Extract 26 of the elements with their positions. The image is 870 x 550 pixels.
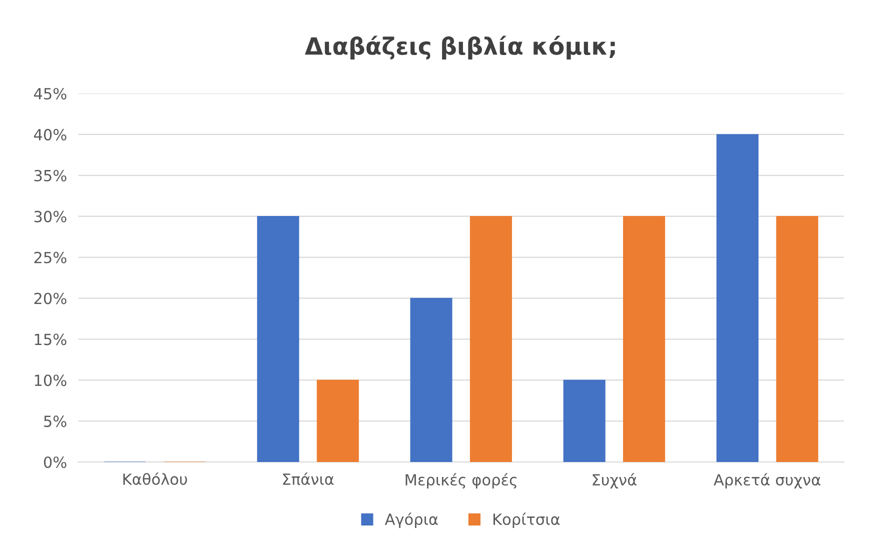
bar xyxy=(257,216,300,462)
y-tick-label: 40% xyxy=(34,128,66,140)
x-tick-label: Μερικές φορές xyxy=(406,473,516,489)
bar xyxy=(316,380,359,462)
x-tick-label: Συχνά xyxy=(592,473,636,489)
bar xyxy=(623,216,666,462)
y-tick-label: 15% xyxy=(34,334,66,346)
bar xyxy=(563,380,606,462)
x-tick-label: Αρκετά συχνα xyxy=(714,473,820,489)
y-tick-label: 35% xyxy=(34,170,66,182)
bar xyxy=(410,298,452,462)
legend-label: Αγόρια xyxy=(384,512,438,528)
y-tick-label: 0% xyxy=(44,456,66,468)
x-tick-label: Καθόλου xyxy=(123,472,187,485)
y-tick-label: 45% xyxy=(34,88,66,100)
bar xyxy=(716,134,759,462)
bar xyxy=(776,216,818,462)
chart-title: Διαβάζεις βιβλία κόμικ; xyxy=(304,36,615,60)
y-tick-label: 20% xyxy=(34,292,66,304)
y-tick-label: 10% xyxy=(34,374,66,386)
x-tick-label: Σπάνια xyxy=(283,472,334,486)
y-tick-label: 5% xyxy=(44,416,66,428)
legend-label: Κορίτσια xyxy=(494,512,560,528)
y-tick-label: 25% xyxy=(34,252,66,264)
bar xyxy=(470,216,512,462)
y-tick-label: 30% xyxy=(34,210,66,222)
